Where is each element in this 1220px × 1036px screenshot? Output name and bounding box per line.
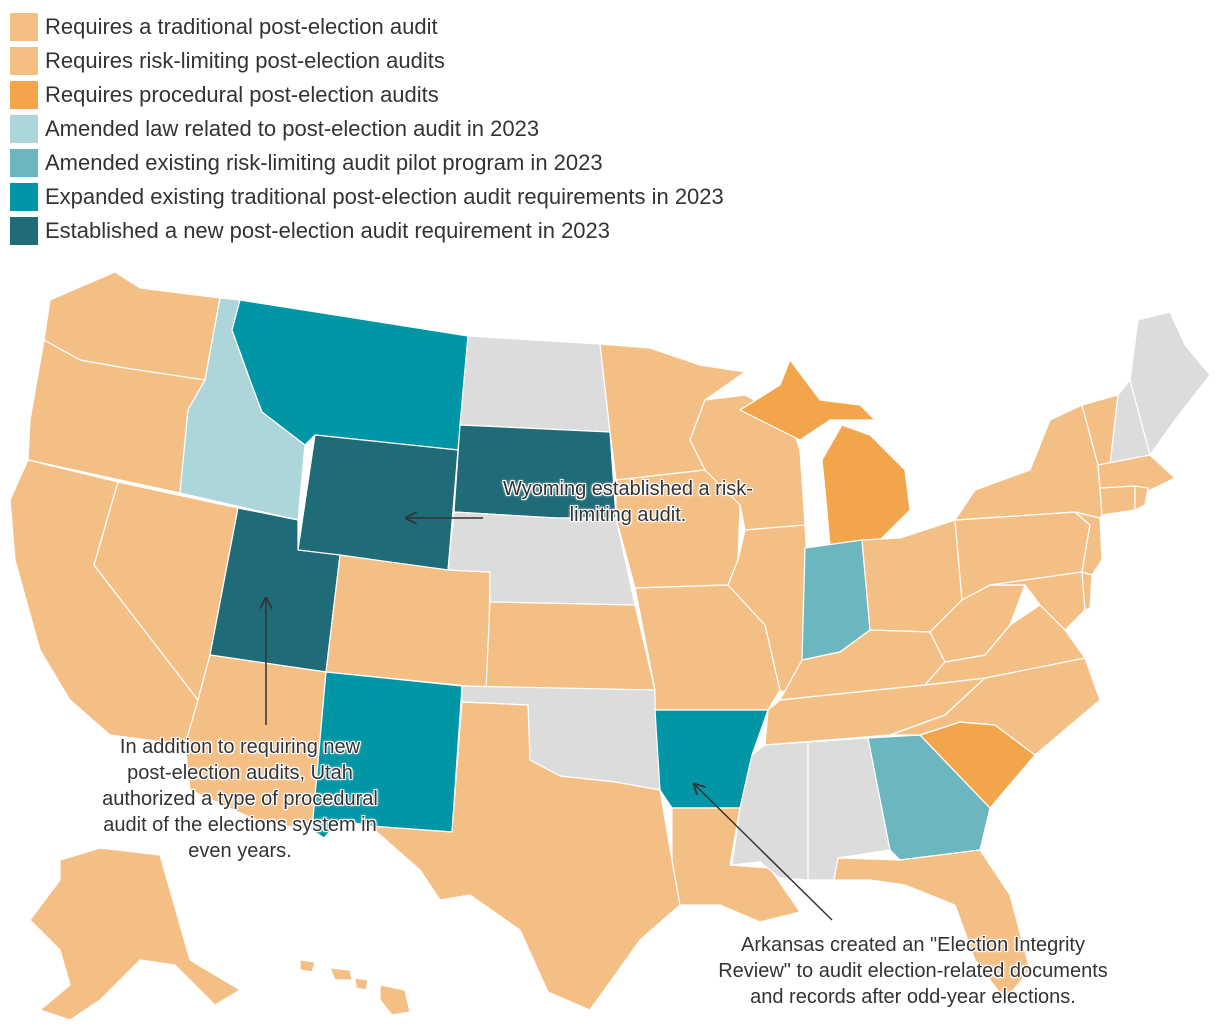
legend-swatch [10,183,38,211]
state-north-dakota [459,335,611,433]
legend-swatch [10,47,38,75]
legend-label: Amended law related to post-election aud… [45,116,540,141]
state-kansas [485,601,656,691]
legend-item: Amended existing risk-limiting audit pil… [10,146,724,180]
legend-label: Amended existing risk-limiting audit pil… [45,150,603,175]
legend-swatch [10,13,38,41]
state-michigan-lower [821,424,911,546]
state-colorado [325,554,491,689]
legend-swatch [10,115,38,143]
legend-label: Established a new post-election audit re… [45,218,611,243]
legend-swatch [10,81,38,109]
arkansas-annotation: Arkansas created an "Election Integrity … [718,934,1108,1008]
state-florida [833,849,1031,1001]
legend: Requires a traditional post-election aud… [10,10,724,248]
legend-item: Requires procedural post-election audits [10,78,724,112]
legend-label: Requires a traditional post-election aud… [45,14,438,39]
legend-item: Expanded existing traditional post-elect… [10,180,724,214]
legend-item: Requires risk-limiting post-election aud… [10,44,724,78]
legend-swatch [10,149,38,177]
state-new-mexico [311,671,463,839]
legend-swatch [10,217,38,245]
legend-item: Requires a traditional post-election aud… [10,10,724,44]
state-michigan-upper [739,359,876,441]
legend-label: Requires risk-limiting post-election aud… [45,48,445,73]
state-louisiana [671,807,801,923]
utah-annotation: In addition to requiring new post-electi… [102,736,378,862]
legend-item: Established a new post-election audit re… [10,214,724,248]
state-rhode-island [1134,485,1149,511]
legend-label: Expanded existing traditional post-elect… [45,184,724,209]
state-massachusetts [1097,454,1176,491]
state-maine [1129,311,1211,456]
state-north-carolina [889,657,1101,756]
wyoming-annotation: Wyoming established a risk-limiting audi… [503,478,753,526]
state-connecticut [1099,485,1136,516]
legend-label: Requires procedural post-election audits [45,82,439,107]
legend-item: Amended law related to post-election aud… [10,112,724,146]
state-texas [369,701,681,1011]
state-new-york [954,404,1103,521]
state-hawaii-islands [299,959,369,991]
state-wyoming [297,434,459,571]
state-alaska [29,847,241,1021]
state-hawaii [379,984,411,1016]
arkansas-arrow [694,784,833,921]
